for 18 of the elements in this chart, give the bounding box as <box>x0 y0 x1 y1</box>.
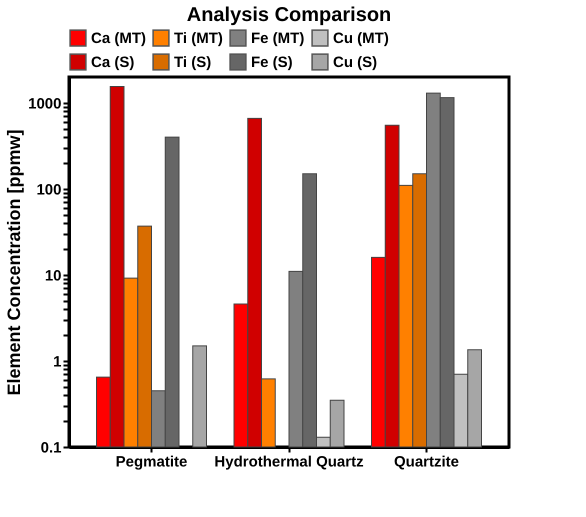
legend-label: Cu (MT) <box>333 30 389 48</box>
legend-label: Ti (S) <box>174 54 212 71</box>
legend-label: Fe (S) <box>251 54 293 71</box>
legend-label: Ti (MT) <box>174 30 223 48</box>
y-tick-label: 1000 <box>28 95 62 112</box>
x-tick-label: Hydrothermal Quartz <box>214 454 364 470</box>
y-tick-label: 100 <box>36 181 62 198</box>
y-tick-label: 10 <box>44 267 62 284</box>
x-tick-label: Pegmatite <box>116 454 188 470</box>
legend-label: Cu (S) <box>333 54 378 71</box>
legend-label: Fe (MT) <box>251 30 304 48</box>
x-tick-label: Quartzite <box>394 454 460 470</box>
legend-label: Ca (MT) <box>91 30 146 48</box>
y-tick-label: 1 <box>53 353 62 370</box>
legend-label: Ca (S) <box>91 54 134 71</box>
y-axis-title: Element Concentration [ppmw] <box>4 129 24 396</box>
y-tick-label: 0.1 <box>40 440 62 456</box>
chart-title: Analysis Comparison <box>186 4 392 26</box>
